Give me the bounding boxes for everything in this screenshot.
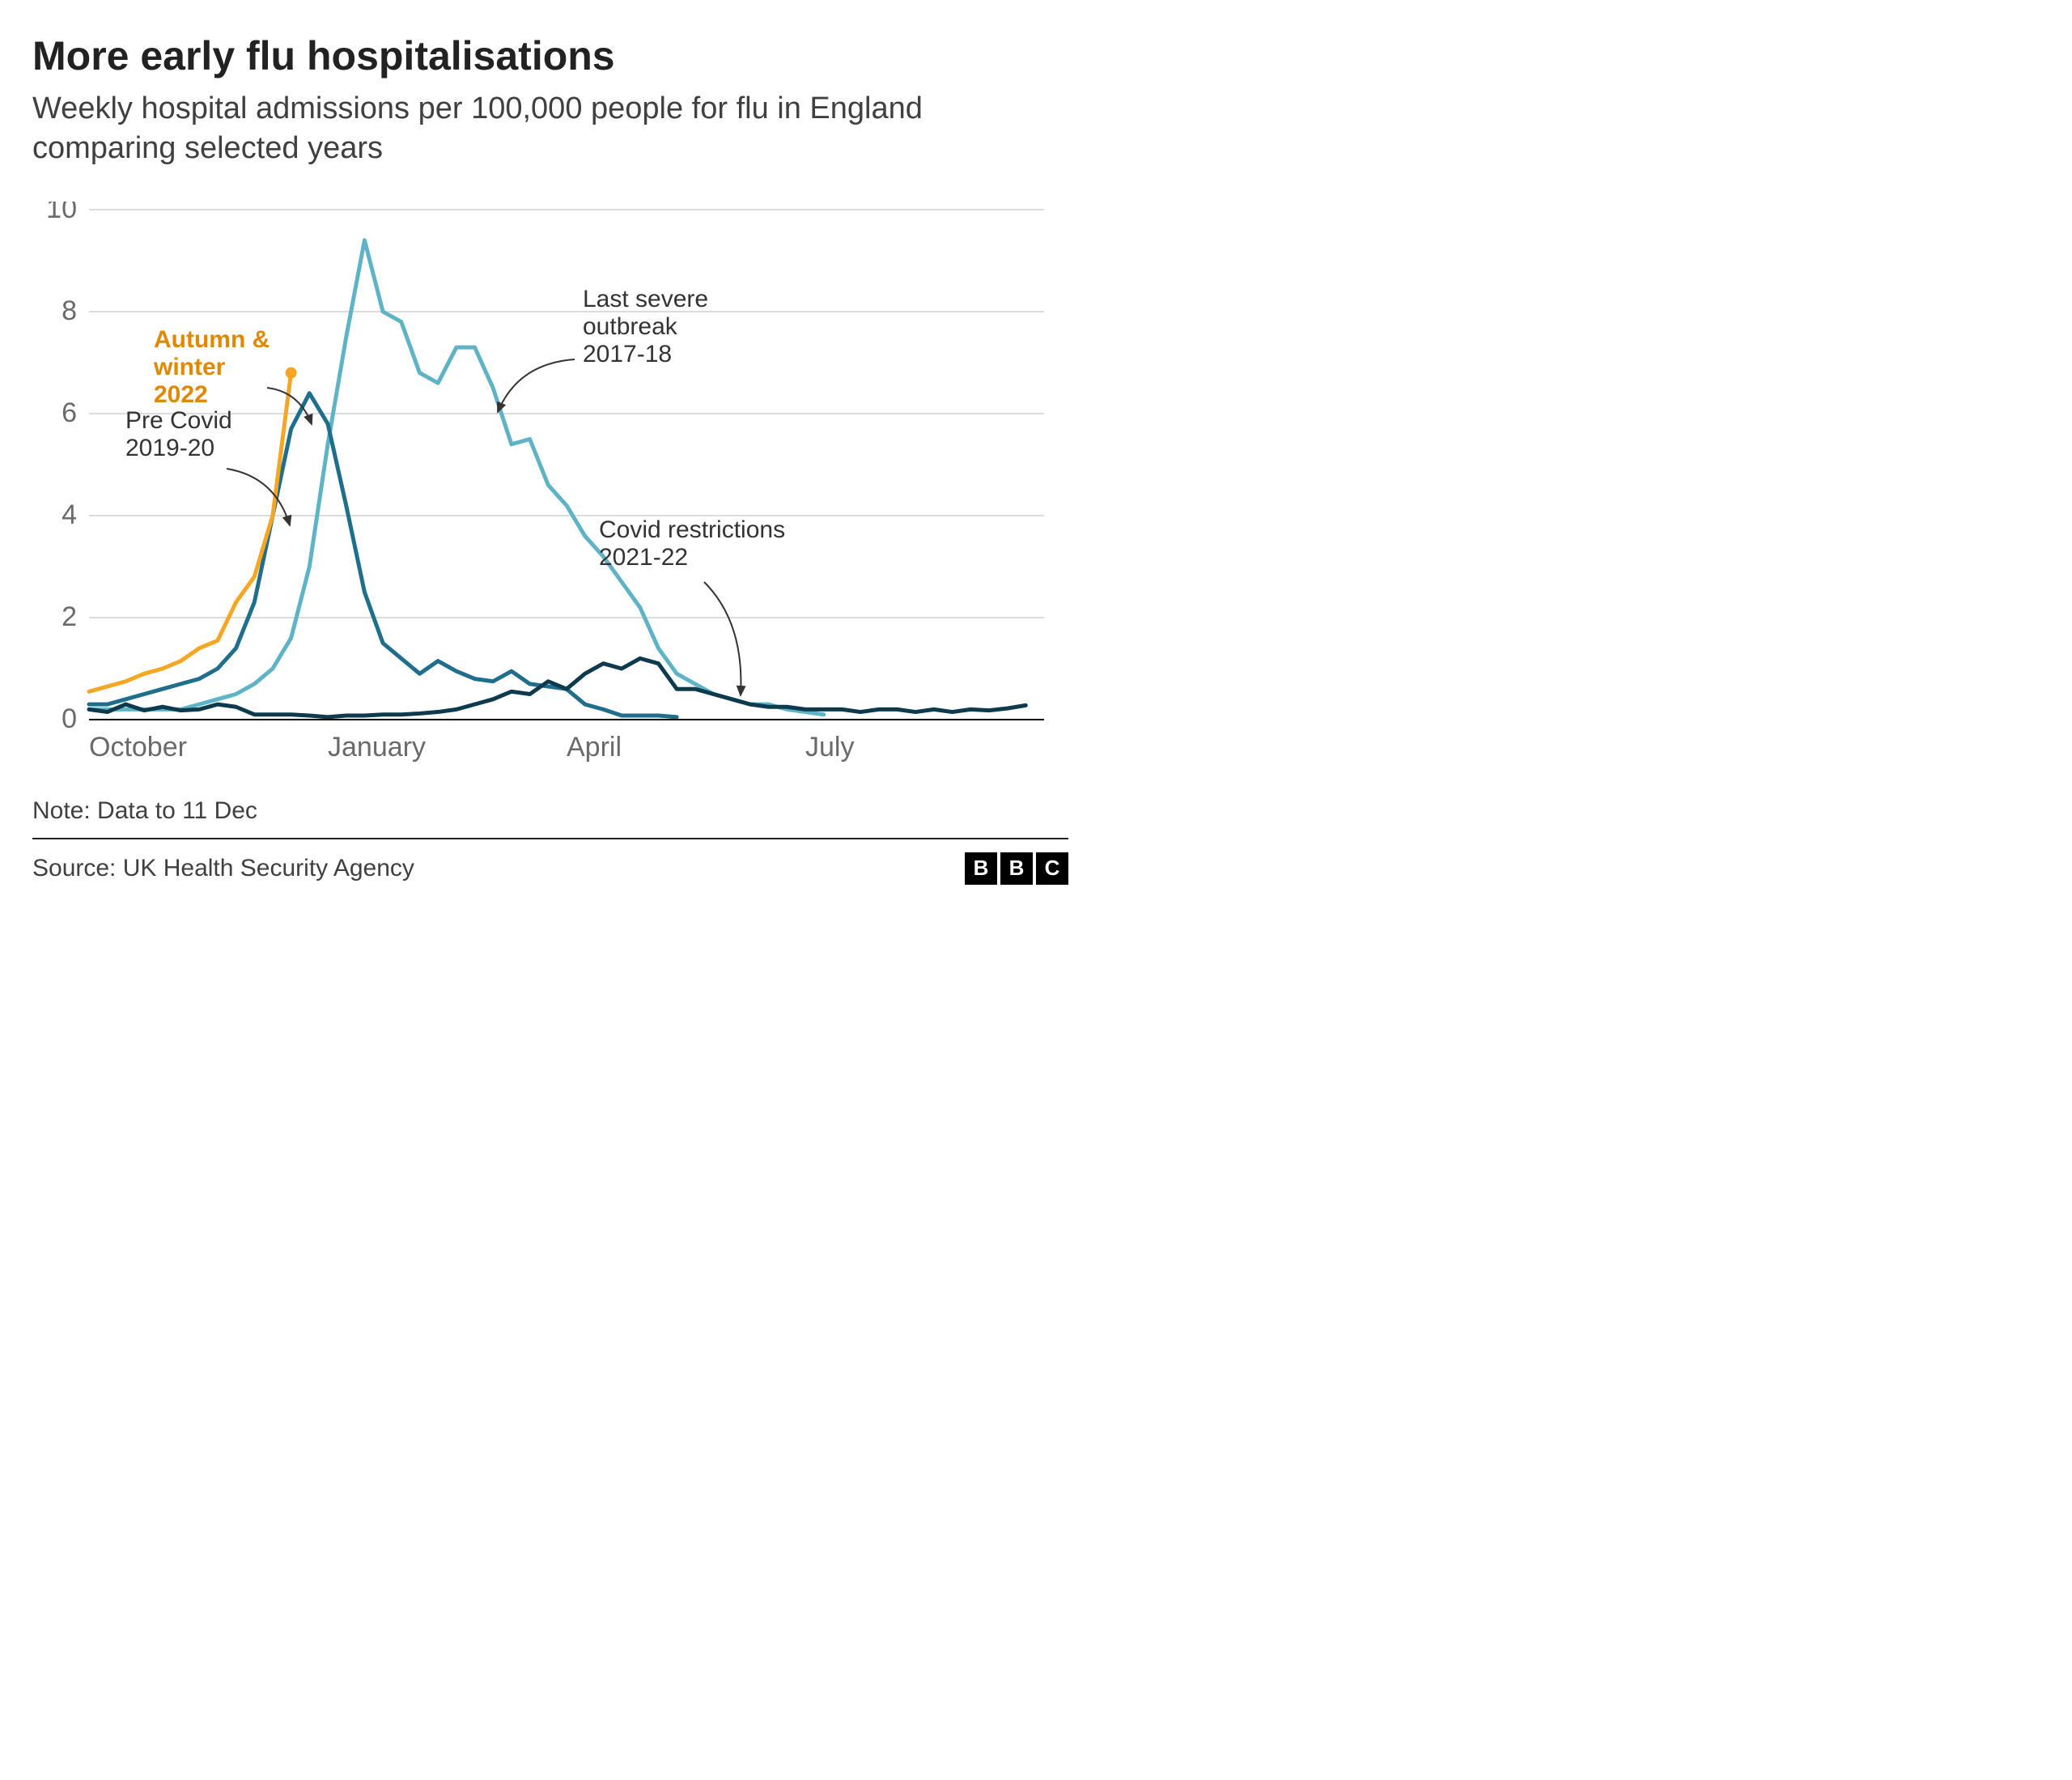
svg-text:6: 6 — [62, 397, 77, 428]
annotation-autumn_winter_2022_label: Autumn & — [154, 326, 270, 353]
annotation-arrow — [498, 359, 575, 412]
chart-source: Source: UK Health Security Agency — [32, 855, 414, 882]
svg-text:October: October — [89, 732, 187, 763]
chart-subtitle: Weekly hospital admissions per 100,000 p… — [32, 89, 1068, 169]
annotation-autumn_winter_2022_label: 2022 — [154, 381, 208, 408]
svg-text:8: 8 — [62, 295, 77, 326]
bbc-logo-letter: B — [965, 852, 997, 885]
annotation-arrow — [704, 582, 741, 695]
bbc-logo: B B C — [965, 852, 1068, 885]
plot-area: 0 2 4 6 8 10 October January April July Autumn &wi… — [32, 202, 1068, 784]
bbc-logo-letter: B — [1000, 852, 1033, 885]
svg-text:2: 2 — [62, 601, 77, 632]
svg-text:10: 10 — [46, 202, 77, 224]
annotation-last_severe_label: Last severe — [583, 286, 708, 312]
chart-note: Note: Data to 11 Dec — [32, 784, 1068, 839]
bbc-logo-letter: C — [1036, 852, 1068, 885]
annotation-pre_covid_label: Pre Covid — [125, 407, 232, 434]
series-end-marker — [286, 367, 297, 378]
chart-container: More early flu hospitalisations Weekly h… — [32, 32, 1068, 885]
chart-footer: Source: UK Health Security Agency B B C — [32, 839, 1068, 885]
annotation-last_severe_label: 2017-18 — [583, 341, 672, 367]
annotation-last_severe_label: outbreak — [583, 313, 678, 340]
line-chart-svg: 0 2 4 6 8 10 October January April July Autumn &wi… — [32, 202, 1068, 784]
chart-title: More early flu hospitalisations — [32, 32, 1068, 79]
annotation-covid_restrictions_label: Covid restrictions — [599, 516, 785, 543]
svg-text:July: July — [805, 732, 854, 763]
annotation-covid_restrictions_label: 2021-22 — [599, 544, 688, 571]
svg-text:January: January — [328, 732, 426, 763]
annotation-autumn_winter_2022_label: winter — [153, 354, 226, 380]
svg-text:4: 4 — [62, 499, 77, 530]
svg-text:0: 0 — [62, 703, 77, 734]
annotation-pre_covid_label: 2019-20 — [125, 435, 214, 461]
svg-text:April: April — [567, 732, 622, 763]
